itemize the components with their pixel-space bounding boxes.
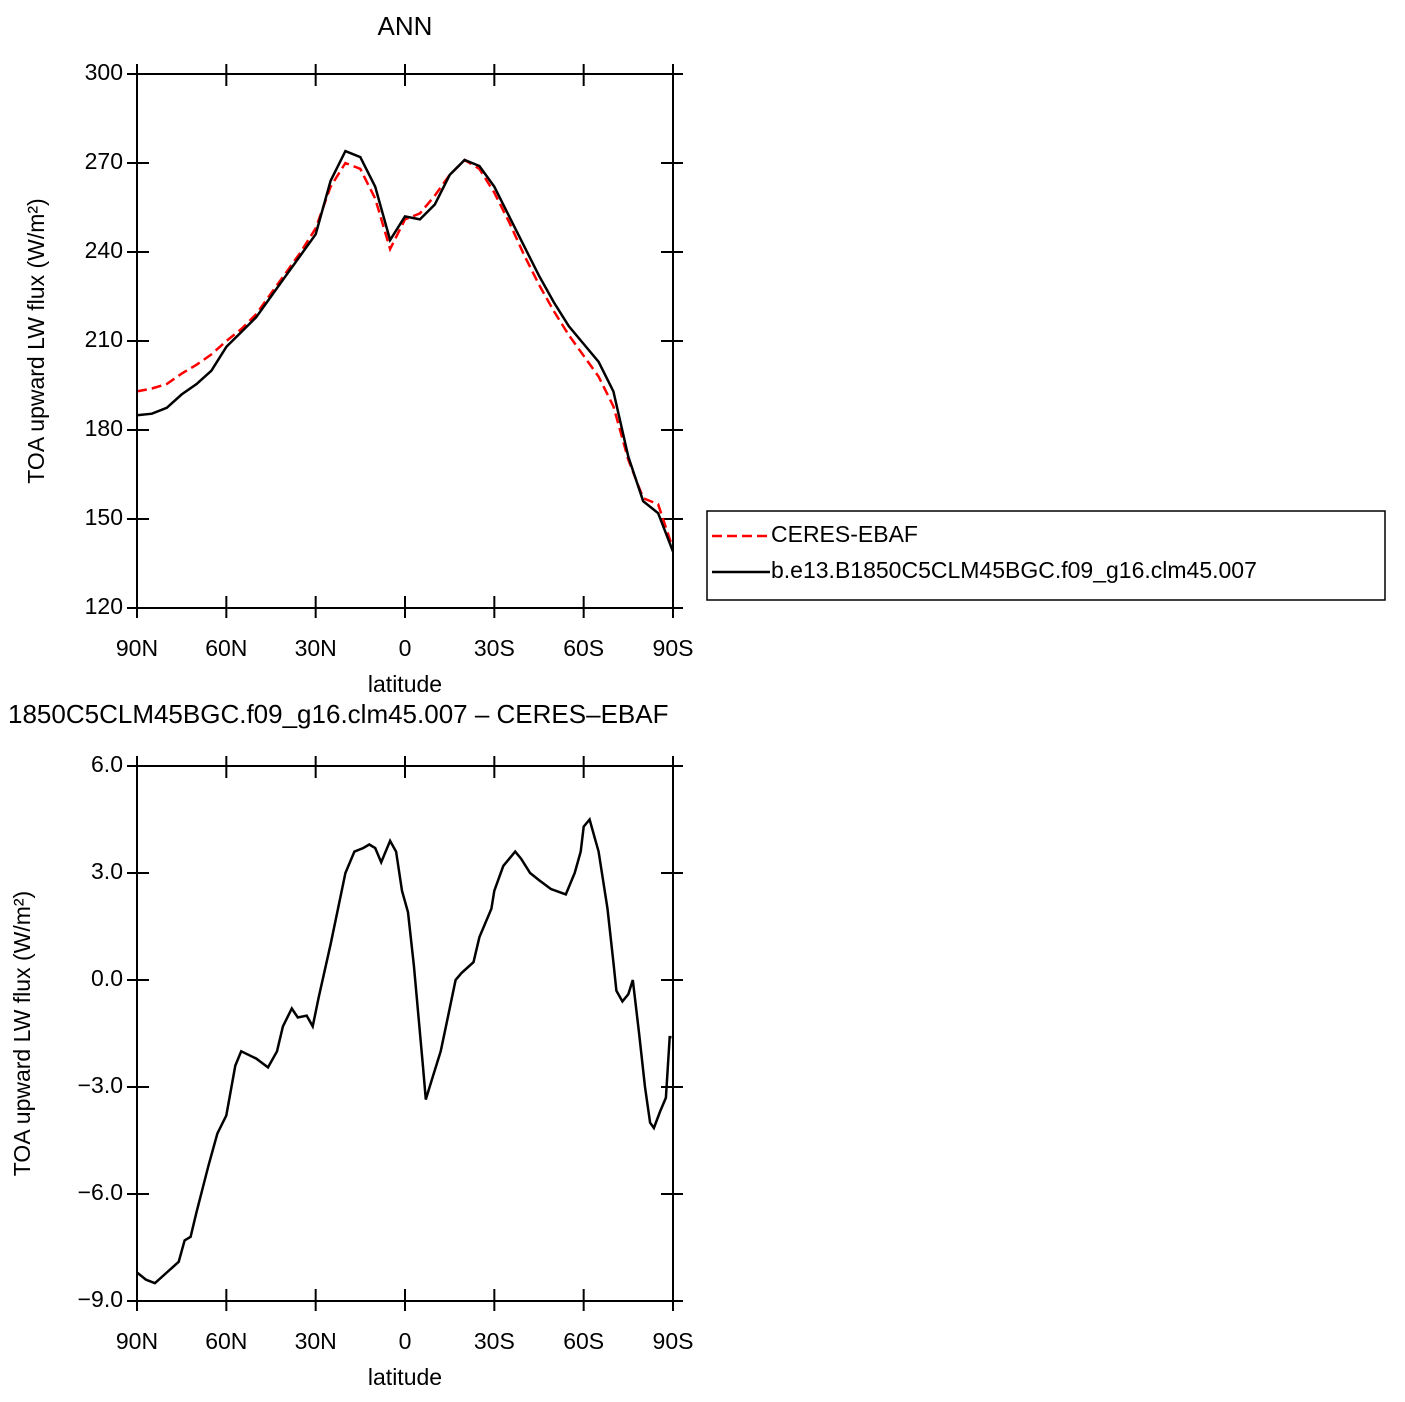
y-tick-label: 210 bbox=[85, 326, 123, 352]
y-tick-label: −9.0 bbox=[78, 1286, 123, 1312]
legend-label: CERES-EBAF bbox=[771, 521, 918, 547]
x-tick-label: 30N bbox=[295, 1328, 337, 1354]
x-tick-label: 60N bbox=[205, 1328, 247, 1354]
x-tick-label: 30S bbox=[474, 635, 515, 661]
x-tick-label: 60S bbox=[563, 1328, 604, 1354]
plot-frame bbox=[136, 73, 674, 609]
y-axis-label: TOA upward LW flux (W/m²) bbox=[23, 198, 49, 483]
chart-title: ANN bbox=[378, 11, 433, 41]
x-tick-label: 90S bbox=[653, 635, 694, 661]
x-tick-label: 0 bbox=[399, 635, 412, 661]
y-tick-label: 120 bbox=[85, 593, 123, 619]
x-axis-label: latitude bbox=[368, 1364, 442, 1390]
x-tick-label: 90N bbox=[116, 635, 158, 661]
data-line bbox=[136, 158, 675, 550]
y-tick-label: −3.0 bbox=[78, 1072, 123, 1098]
y-tick-label: 240 bbox=[85, 237, 123, 263]
y-tick-label: 270 bbox=[85, 148, 123, 174]
y-tick-label: 3.0 bbox=[91, 858, 123, 884]
data-line bbox=[136, 149, 675, 553]
x-tick-label: 90S bbox=[653, 1328, 694, 1354]
y-tick-label: 0.0 bbox=[91, 965, 123, 991]
x-tick-label: 90N bbox=[116, 1328, 158, 1354]
chart-title: 1850C5CLM45BGC.f09_g16.clm45.007 – CERES… bbox=[8, 699, 668, 729]
y-tick-label: 300 bbox=[85, 59, 123, 85]
x-tick-label: 0 bbox=[399, 1328, 412, 1354]
legend-box bbox=[706, 510, 1386, 601]
x-tick-label: 60N bbox=[205, 635, 247, 661]
x-tick-label: 60S bbox=[563, 635, 604, 661]
legend-label: b.e13.B1850C5CLM45BGC.f09_g16.clm45.007 bbox=[771, 557, 1257, 583]
x-tick-label: 30N bbox=[295, 635, 337, 661]
y-tick-label: 180 bbox=[85, 415, 123, 441]
y-axis-label: TOA upward LW flux (W/m²) bbox=[9, 891, 35, 1176]
x-axis-label: latitude bbox=[368, 671, 442, 697]
plot-frame bbox=[136, 765, 674, 1302]
y-tick-label: 150 bbox=[85, 504, 123, 530]
y-tick-label: −6.0 bbox=[78, 1179, 123, 1205]
x-tick-label: 30S bbox=[474, 1328, 515, 1354]
data-line bbox=[136, 816, 672, 1285]
y-tick-label: 6.0 bbox=[91, 751, 123, 777]
